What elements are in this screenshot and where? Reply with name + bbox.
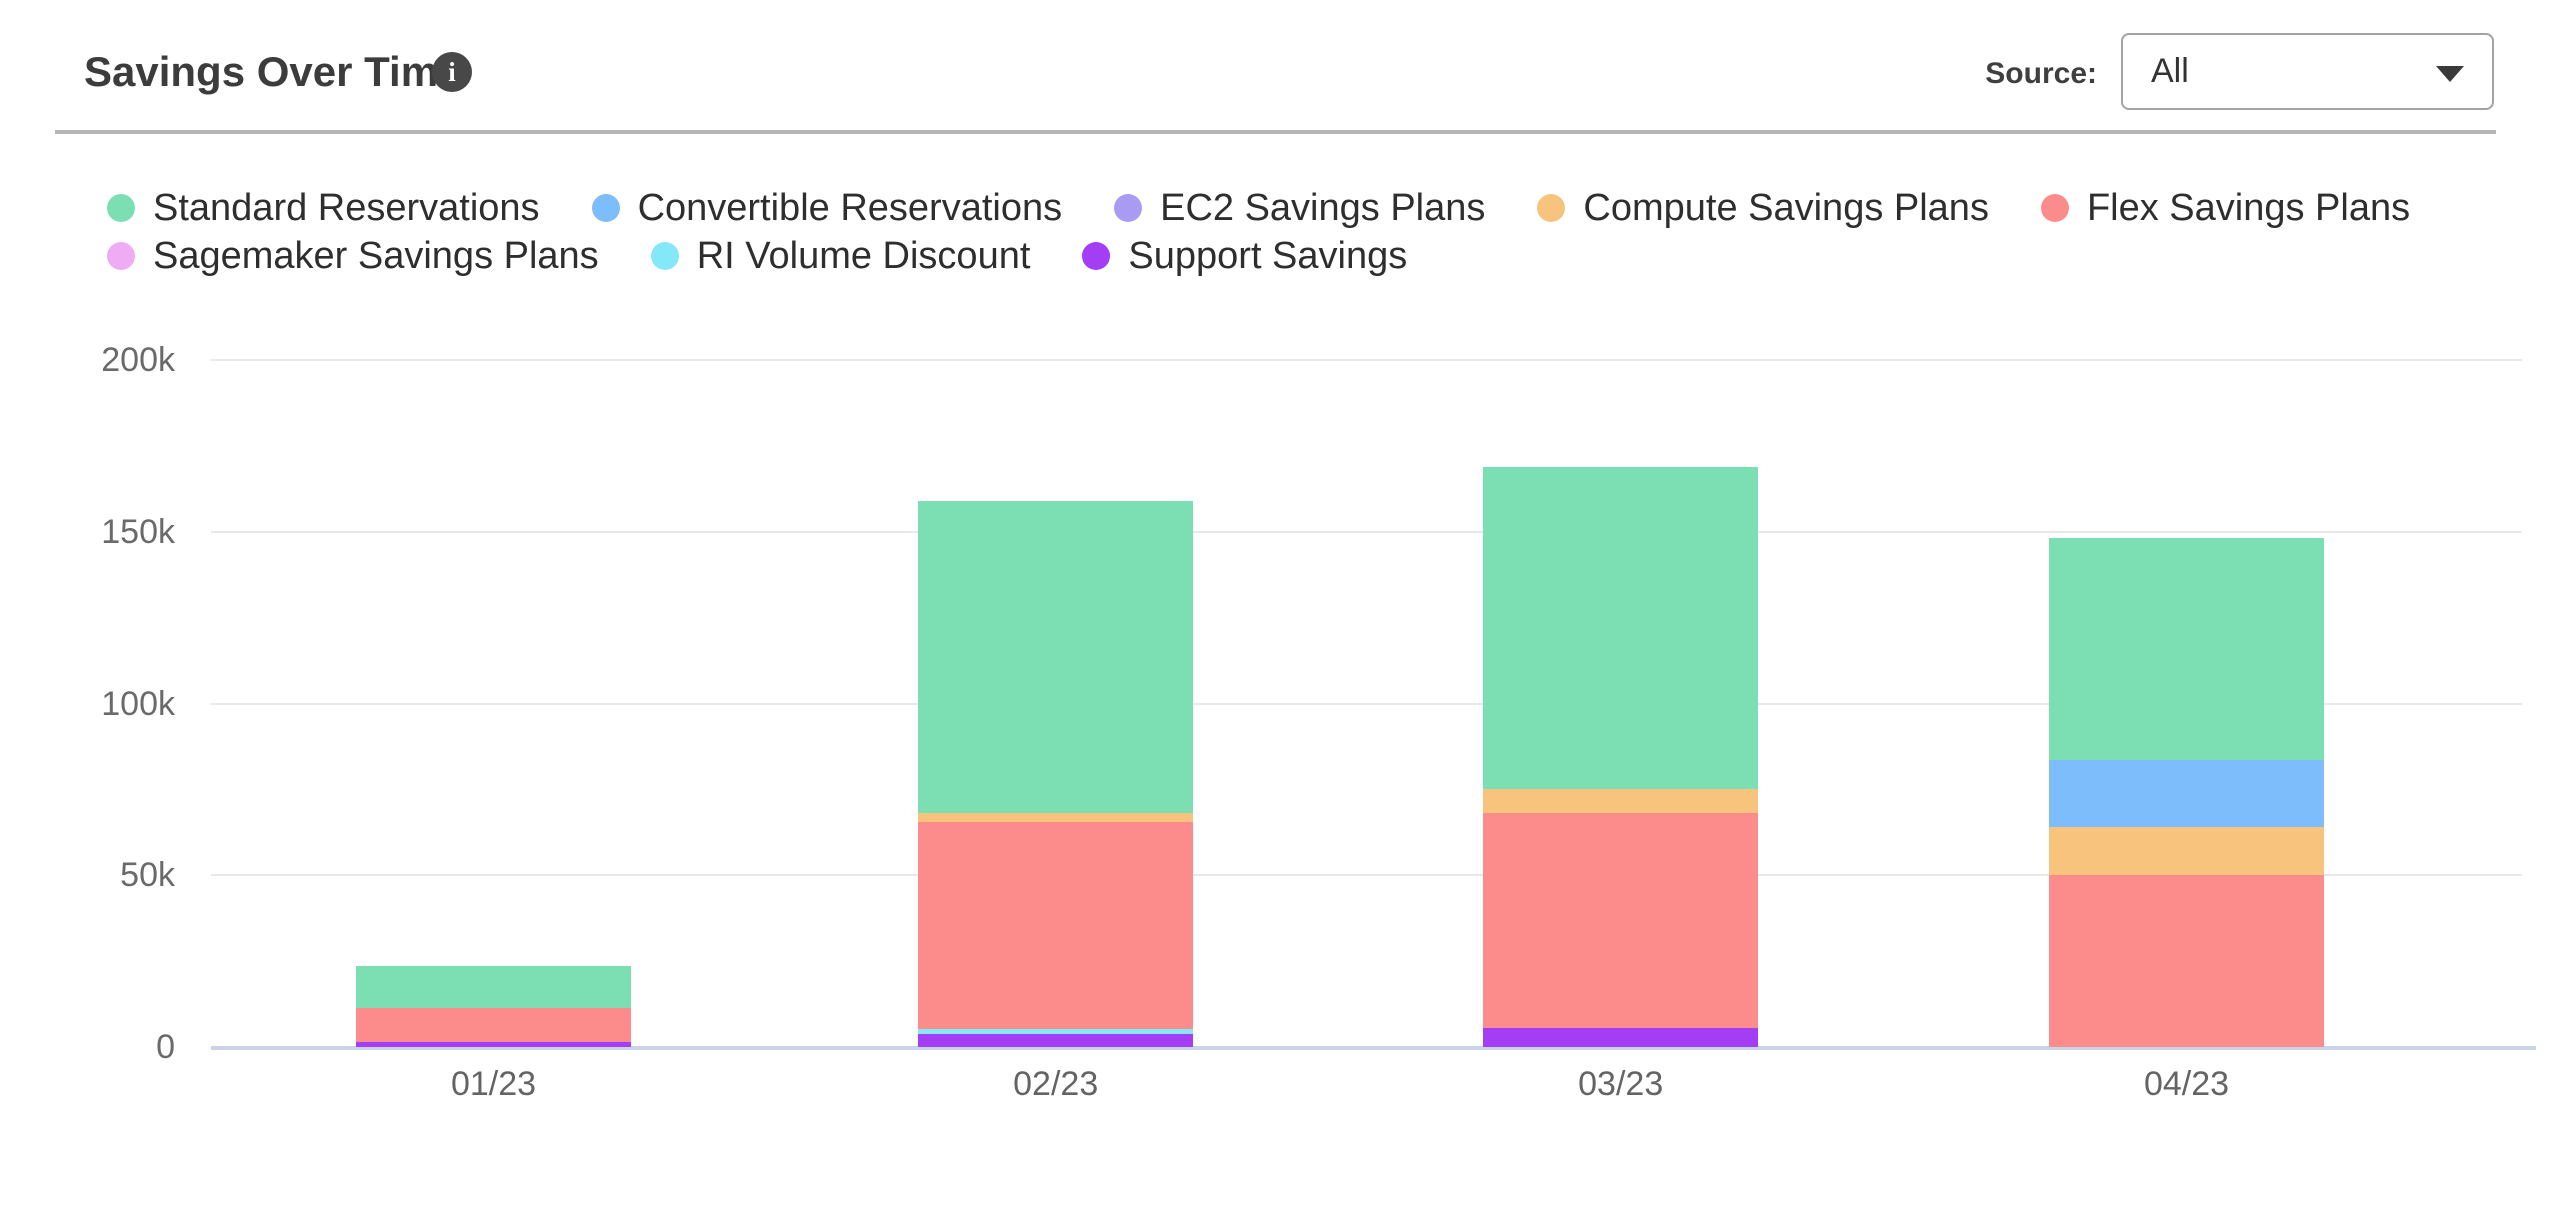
legend-item-label: Support Savings	[1128, 234, 1408, 277]
y-axis-label: 50k	[120, 856, 175, 895]
x-axis-label: 04/23	[2143, 1065, 2230, 1103]
legend-item[interactable]: Compute Savings Plans	[1537, 187, 1989, 230]
y-axis-label: 100k	[101, 684, 175, 723]
bar-segment-flex-savings-plans[interactable]	[2049, 874, 2324, 1047]
legend-item-label: Sagemaker Savings Plans	[153, 234, 599, 277]
bar-segment-standard-reservations[interactable]	[1483, 466, 1759, 790]
gridline	[211, 530, 2522, 533]
legend-dot-icon	[2040, 194, 2069, 222]
bar-segment-support-savings[interactable]	[1483, 1028, 1759, 1047]
legend-item[interactable]: Sagemaker Savings Plans	[107, 235, 599, 278]
bar-04/23[interactable]	[2049, 538, 2324, 1047]
gridline	[211, 359, 2522, 362]
legend-item-label: Flex Savings Plans	[2086, 186, 2411, 229]
bar-segment-support-savings[interactable]	[918, 1033, 1194, 1047]
header-divider	[55, 130, 2496, 134]
chevron-down-icon	[2436, 66, 2464, 82]
bar-segment-support-savings[interactable]	[356, 1041, 631, 1047]
legend-dot-icon	[107, 242, 135, 270]
legend-item-label: Convertible Reservations	[637, 186, 1063, 229]
legend-dot-icon	[107, 194, 135, 222]
info-icon[interactable]: i	[432, 52, 472, 92]
bar-segment-flex-savings-plans[interactable]	[1483, 812, 1759, 1029]
legend-dot-icon	[1082, 242, 1111, 270]
bar-segment-compute-savings-plans[interactable]	[918, 813, 1194, 823]
legend-item[interactable]: Standard Reservations	[107, 187, 540, 230]
y-axis-label: 200k	[101, 341, 175, 380]
x-axis-label: 01/23	[450, 1065, 537, 1103]
legend-dot-icon	[591, 194, 620, 222]
x-axis-line	[211, 1046, 2536, 1050]
page-title: Savings Over Time	[84, 48, 462, 95]
bar-segment-standard-reservations[interactable]	[2049, 538, 2324, 761]
legend-dot-icon	[1537, 194, 1566, 222]
bar-01/23[interactable]	[356, 966, 631, 1047]
legend-dot-icon	[1114, 194, 1143, 222]
legend-dot-icon	[650, 242, 679, 270]
gridline	[211, 702, 2522, 705]
legend-item-label: RI Volume Discount	[696, 234, 1031, 277]
x-axis-label: 02/23	[1013, 1065, 1099, 1103]
bar-segment-compute-savings-plans[interactable]	[2049, 826, 2324, 875]
legend-item[interactable]: EC2 Savings Plans	[1114, 187, 1485, 230]
bar-segment-convertible-reservations[interactable]	[2049, 760, 2324, 827]
legend-row: Sagemaker Savings Plans RI Volume Discoun…	[107, 234, 2527, 278]
bar-03/23[interactable]	[1483, 466, 1759, 1047]
bar-segment-standard-reservations[interactable]	[356, 966, 631, 1008]
source-label: Source:	[1985, 57, 2097, 90]
source-dropdown[interactable]: All	[2121, 33, 2494, 110]
x-axis-label: 03/23	[1578, 1065, 1664, 1103]
y-axis-label: 150k	[101, 512, 175, 551]
legend-item-label: Standard Reservations	[153, 186, 540, 229]
legend-item-label: Compute Savings Plans	[1583, 186, 1989, 229]
bar-segment-standard-reservations[interactable]	[918, 500, 1194, 814]
bar-segment-flex-savings-plans[interactable]	[356, 1007, 631, 1042]
bar-segment-compute-savings-plans[interactable]	[1483, 789, 1759, 813]
chart-legend: Standard Reservations Convertible Reserva…	[107, 186, 2527, 282]
source-dropdown-value: All	[2151, 52, 2189, 90]
bar-segment-ri-volume-discount[interactable]	[918, 1029, 1194, 1034]
y-axis-label: 0	[156, 1028, 175, 1066]
legend-row: Standard Reservations Convertible Reserva…	[107, 186, 2527, 230]
gridline	[211, 874, 2522, 877]
bar-02/23[interactable]	[918, 500, 1194, 1047]
legend-item[interactable]: Flex Savings Plans	[2040, 186, 2411, 230]
legend-item[interactable]: Support Savings	[1082, 235, 1407, 278]
legend-item[interactable]: RI Volume Discount	[650, 234, 1031, 278]
legend-item[interactable]: Convertible Reservations	[591, 186, 1063, 230]
legend-item-label: EC2 Savings Plans	[1160, 186, 1486, 229]
bar-segment-flex-savings-plans[interactable]	[918, 822, 1194, 1030]
